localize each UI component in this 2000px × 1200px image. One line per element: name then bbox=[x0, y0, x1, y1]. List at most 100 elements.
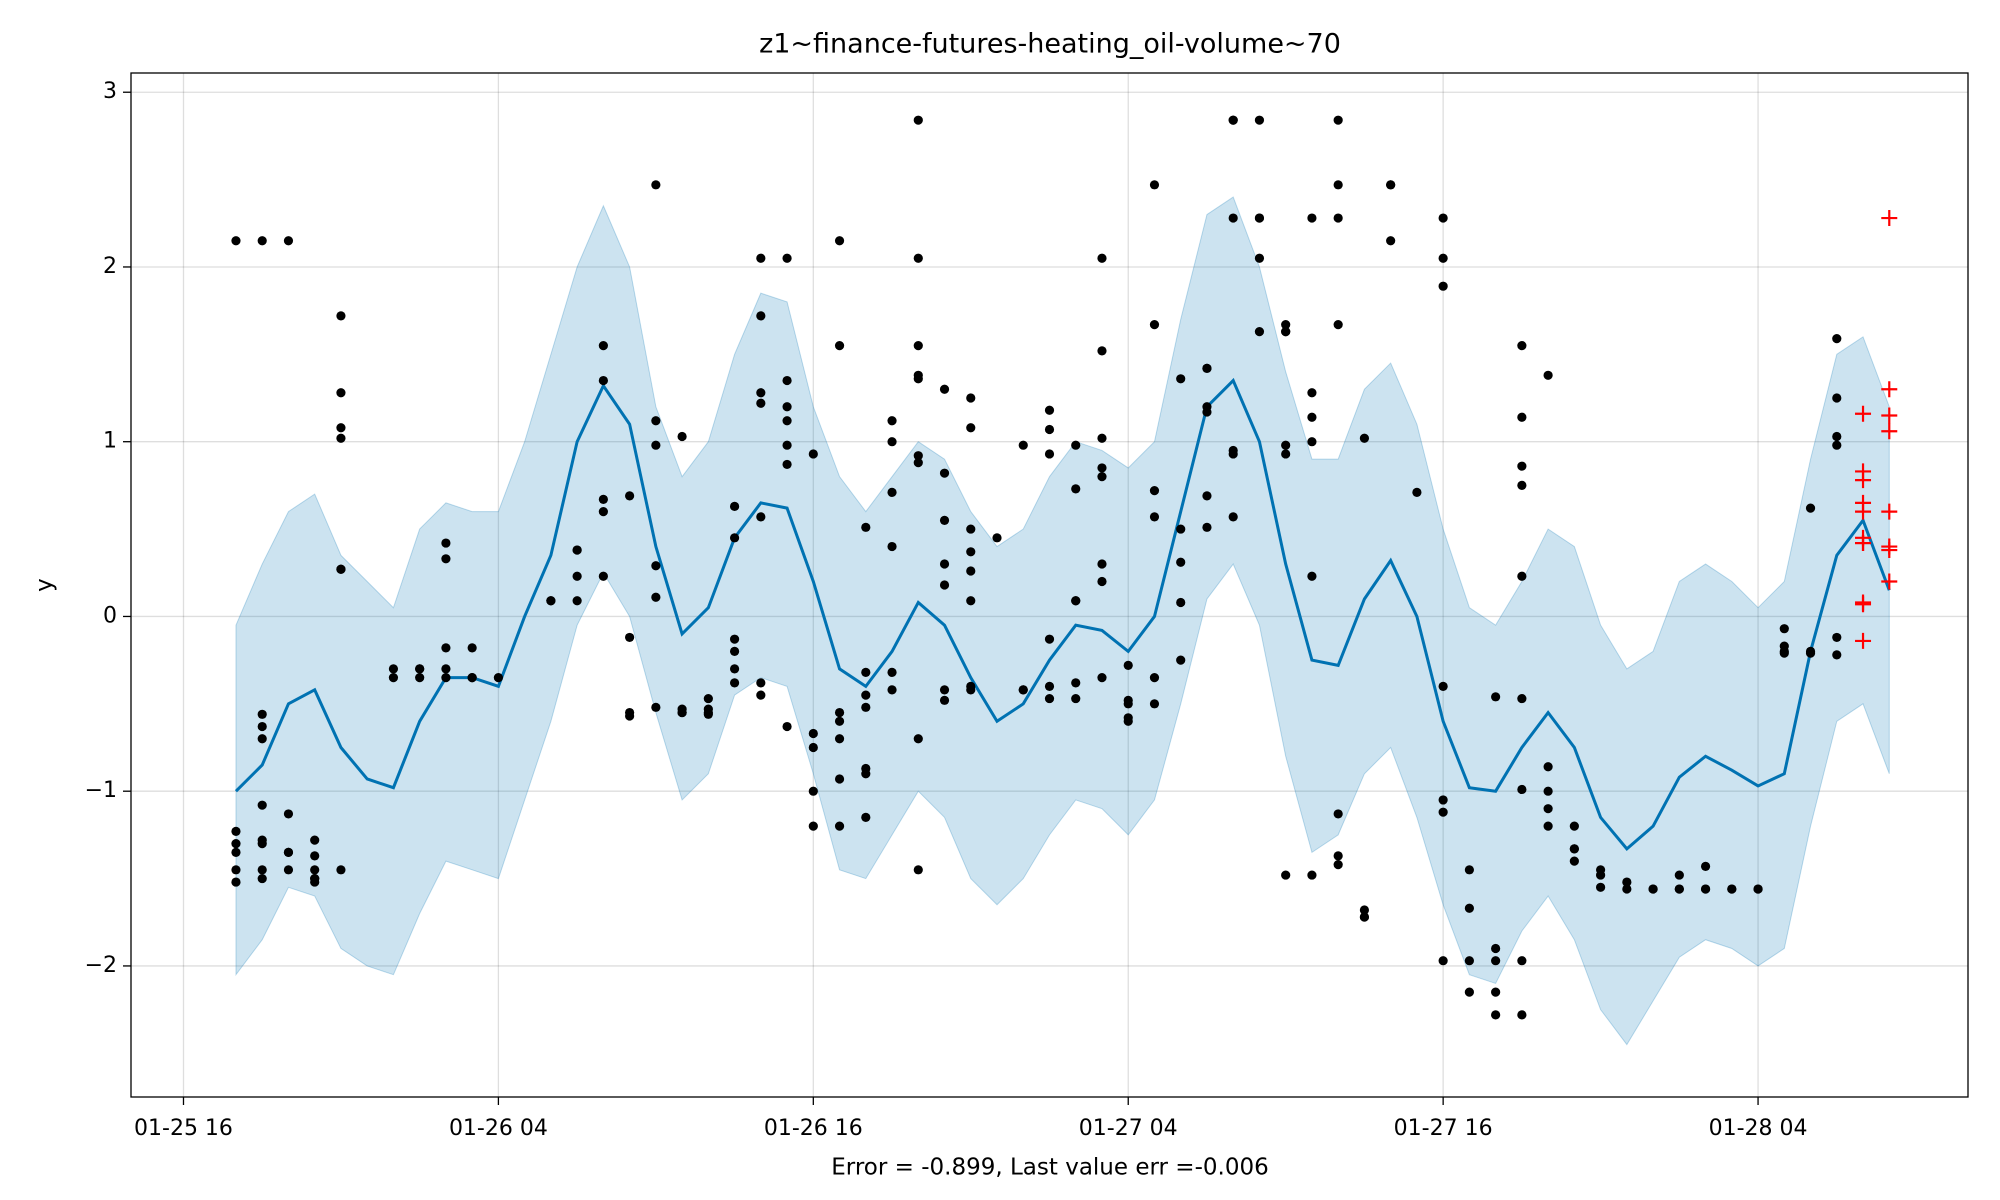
data-point bbox=[1044, 405, 1055, 415]
data-point bbox=[887, 541, 897, 552]
data-point bbox=[1438, 795, 1448, 805]
x-tick-label: 01-26 16 bbox=[764, 1116, 863, 1141]
data-point bbox=[1464, 956, 1474, 966]
data-point bbox=[1438, 681, 1448, 691]
data-point bbox=[1438, 807, 1448, 817]
data-point bbox=[1149, 180, 1160, 190]
data-point bbox=[1228, 512, 1238, 522]
data-point bbox=[1149, 512, 1160, 522]
data-point bbox=[598, 494, 608, 504]
data-point bbox=[1543, 786, 1553, 796]
data-point bbox=[1832, 632, 1842, 643]
data-point bbox=[1149, 699, 1160, 709]
data-point bbox=[1596, 865, 1606, 875]
data-point bbox=[1044, 681, 1055, 691]
data-point bbox=[939, 580, 950, 590]
test-point bbox=[1855, 494, 1872, 511]
data-point bbox=[756, 678, 766, 688]
chart-title: z1~finance-futures-heating_oil-volume~70 bbox=[759, 29, 1341, 60]
data-point bbox=[1386, 180, 1396, 190]
data-point bbox=[1491, 956, 1501, 966]
data-point bbox=[257, 865, 267, 875]
data-point bbox=[1307, 571, 1317, 581]
x-tick-label: 01-27 04 bbox=[1079, 1116, 1178, 1141]
data-point bbox=[729, 646, 740, 657]
data-point bbox=[834, 821, 845, 831]
data-point bbox=[1491, 692, 1501, 702]
data-point bbox=[493, 673, 503, 683]
data-point bbox=[1254, 253, 1265, 263]
data-point bbox=[966, 423, 976, 433]
data-point bbox=[1386, 236, 1396, 246]
data-point bbox=[782, 440, 792, 450]
data-point bbox=[913, 865, 923, 875]
y-axis-label: y bbox=[32, 578, 58, 592]
y-tick-label: −1 bbox=[85, 778, 117, 803]
y-tick-label: 1 bbox=[103, 429, 117, 454]
data-point bbox=[782, 416, 792, 426]
data-point bbox=[1018, 440, 1028, 450]
data-point bbox=[598, 375, 608, 386]
data-point bbox=[257, 709, 267, 719]
data-point bbox=[756, 253, 766, 263]
data-point bbox=[310, 865, 320, 875]
data-point bbox=[729, 533, 740, 543]
data-point bbox=[572, 596, 582, 606]
data-point bbox=[808, 786, 818, 796]
data-point bbox=[231, 877, 241, 887]
data-point bbox=[1333, 851, 1343, 861]
data-point bbox=[1281, 440, 1291, 450]
data-point bbox=[336, 865, 346, 875]
test-point bbox=[1881, 210, 1898, 227]
test-point bbox=[1881, 381, 1898, 398]
data-point bbox=[257, 721, 267, 732]
data-point bbox=[283, 865, 294, 875]
data-point bbox=[257, 839, 267, 849]
data-point bbox=[388, 673, 399, 683]
data-point bbox=[572, 571, 582, 581]
test-point bbox=[1855, 596, 1872, 613]
data-point bbox=[1622, 884, 1632, 894]
data-point bbox=[441, 643, 451, 653]
data-point bbox=[1359, 433, 1370, 443]
data-point bbox=[677, 707, 687, 718]
data-point bbox=[913, 734, 923, 744]
data-point bbox=[1071, 693, 1081, 704]
data-point bbox=[467, 673, 477, 683]
data-point bbox=[625, 707, 635, 718]
data-point bbox=[1307, 388, 1317, 398]
data-point bbox=[1517, 341, 1527, 351]
data-point bbox=[808, 728, 818, 739]
data-point bbox=[441, 554, 451, 564]
data-point bbox=[1176, 557, 1186, 567]
test-point bbox=[1855, 632, 1872, 649]
data-point bbox=[861, 702, 871, 712]
data-point bbox=[1700, 861, 1711, 871]
data-point bbox=[861, 690, 871, 700]
data-point bbox=[651, 592, 661, 602]
data-point bbox=[1517, 480, 1527, 490]
data-point bbox=[677, 431, 687, 442]
data-point bbox=[388, 664, 399, 674]
data-point bbox=[1832, 650, 1842, 660]
data-point bbox=[1281, 320, 1291, 330]
data-point bbox=[939, 384, 950, 394]
data-point bbox=[1727, 884, 1737, 894]
data-point bbox=[913, 341, 923, 351]
data-point bbox=[808, 821, 818, 831]
data-point bbox=[1543, 370, 1553, 380]
data-point bbox=[1543, 804, 1553, 814]
data-point bbox=[1254, 115, 1265, 125]
data-point bbox=[756, 388, 766, 398]
data-point bbox=[1464, 903, 1474, 913]
y-tick-label: 3 bbox=[103, 79, 117, 104]
data-point bbox=[1491, 987, 1501, 997]
data-point bbox=[231, 236, 241, 246]
data-point bbox=[1333, 859, 1343, 870]
data-point bbox=[729, 678, 740, 688]
data-point bbox=[1044, 424, 1055, 435]
data-point bbox=[546, 596, 556, 606]
data-point bbox=[1464, 987, 1474, 997]
data-point bbox=[651, 702, 661, 712]
data-point bbox=[415, 664, 425, 674]
